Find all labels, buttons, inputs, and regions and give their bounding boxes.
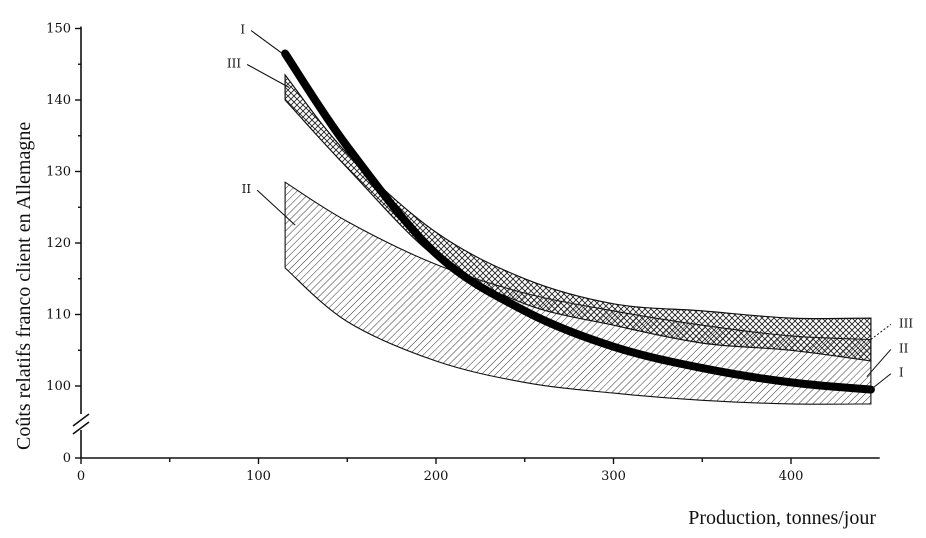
y-axis-title: Coûts relatifs franco client en Allemagn… — [13, 122, 35, 450]
y-tick-label: 0 — [63, 451, 71, 466]
curve-label-left: III — [227, 56, 241, 70]
label-leader — [256, 189, 296, 226]
x-tick-label: 400 — [779, 469, 804, 484]
curve-label-left: I — [240, 23, 245, 37]
curve-label-left: II — [242, 182, 252, 196]
x-tick-label: 0 — [77, 469, 85, 484]
y-tick-label: 100 — [46, 379, 71, 394]
axis-break-mark — [72, 413, 90, 435]
y-tick-label: 130 — [46, 165, 71, 180]
curve-label-right: II — [899, 341, 909, 355]
y-tick-label: 150 — [46, 22, 71, 37]
label-leader — [870, 323, 892, 340]
label-leader — [250, 30, 286, 56]
line-i — [281, 49, 875, 394]
label-leader — [870, 373, 892, 390]
y-tick-label: 110 — [46, 308, 71, 323]
data-lines — [281, 49, 875, 394]
x-tick-label: 200 — [424, 469, 449, 484]
x-tick-label: 300 — [601, 469, 626, 484]
label-leader — [866, 349, 892, 378]
x-axis-title: Production, tonnes/jour — [688, 507, 876, 529]
band-ii — [284, 181, 872, 405]
curve-label-right: I — [899, 366, 904, 380]
data-bands — [284, 73, 872, 405]
curve-label-right: III — [899, 316, 913, 330]
label-leader — [246, 64, 290, 88]
y-tick-label: 120 — [46, 236, 71, 251]
x-tick-label: 100 — [246, 469, 271, 484]
y-tick-label: 140 — [46, 93, 71, 108]
axes: 0 100 110 120 130 140 150 0 100 200 300 400 — [46, 22, 880, 484]
